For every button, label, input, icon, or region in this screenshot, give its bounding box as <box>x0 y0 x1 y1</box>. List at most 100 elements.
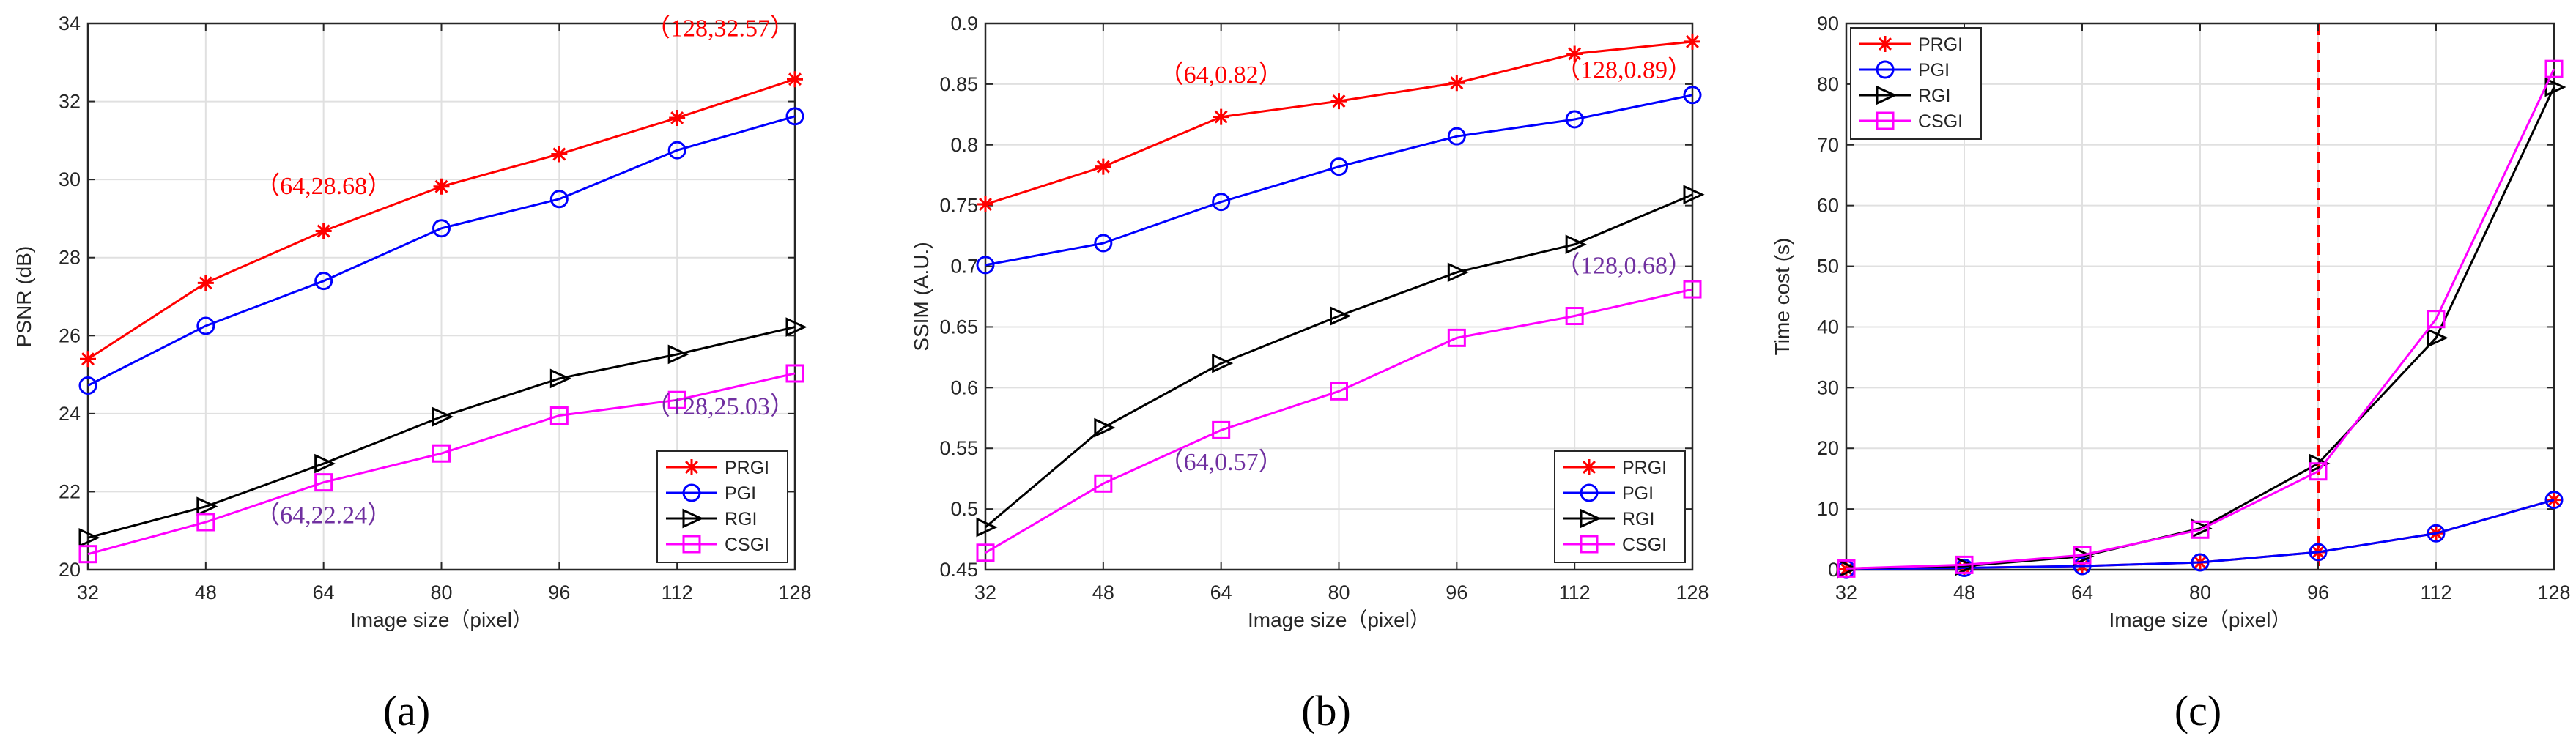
figure-caption: (c) <box>2175 687 2221 734</box>
data-point-csgi <box>78 545 97 564</box>
legend-label: RGI <box>1622 509 1654 529</box>
legend-marker <box>1876 85 1898 105</box>
legend-label: PRGI <box>725 458 769 478</box>
data-point-rgi <box>2427 328 2449 348</box>
legend: PRGI PGI RGI CSGI <box>656 450 788 563</box>
data-point-rgi <box>1212 353 1234 373</box>
figure-caption: (b) <box>1301 687 1351 734</box>
data-point-pgi <box>2191 553 2210 572</box>
data-point-csgi <box>1837 559 1856 578</box>
x-tick-label: 96 <box>548 581 570 603</box>
data-point-prgi <box>197 275 214 291</box>
data-point-pgi <box>1447 127 1466 146</box>
legend-label: CSGI <box>1622 535 1667 555</box>
x-tick-label: 32 <box>77 581 99 603</box>
data-point-csgi <box>1565 307 1584 326</box>
data-point-pgi <box>1094 234 1113 253</box>
data-point-rgi <box>549 368 571 389</box>
data-point-prgi <box>1330 93 1347 110</box>
y-tick-label: 30 <box>1817 376 1839 398</box>
chart-a-psnr: 32 48 64 80 96 112 128 20 22 24 26 28 30 32 34 Image si… <box>12 12 812 734</box>
data-point-pgi <box>1683 86 1702 105</box>
y-axis-label: PSNR (dB) <box>12 246 35 347</box>
data-annotation: （128,32.57） <box>645 15 795 42</box>
x-tick-label: 112 <box>662 581 693 603</box>
data-point-csgi <box>785 364 804 383</box>
y-tick-label: 0 <box>1828 559 1839 581</box>
data-point-prgi <box>977 196 993 213</box>
data-point-csgi <box>196 513 215 532</box>
x-tick-label: 48 <box>1953 581 1975 603</box>
y-tick-label: 0.45 <box>939 559 978 581</box>
legend: PRGI PGI RGI CSGI <box>1850 27 1982 140</box>
y-tick-label: 0.9 <box>950 12 978 34</box>
data-point-prgi <box>787 71 803 88</box>
y-tick-label: 22 <box>59 480 81 502</box>
y-tick-label: 20 <box>59 559 81 581</box>
y-tick-label: 24 <box>59 403 81 425</box>
legend-marker <box>682 483 701 502</box>
series-line-pgi <box>87 115 796 387</box>
data-point-pgi <box>78 376 97 395</box>
data-point-csgi <box>2427 310 2446 329</box>
legend-label: CSGI <box>1918 111 1963 132</box>
x-tick-label: 80 <box>430 581 452 603</box>
data-point-csgi <box>667 390 686 409</box>
data-point-pgi <box>2427 524 2446 543</box>
x-tick-label: 128 <box>778 581 811 603</box>
y-tick-label: 70 <box>1817 134 1839 156</box>
data-point-rgi <box>314 453 336 474</box>
y-tick-label: 0.7 <box>950 256 978 278</box>
legend-marker <box>1580 535 1599 554</box>
data-point-prgi <box>551 146 568 163</box>
data-point-pgi <box>976 256 995 275</box>
x-tick-label: 80 <box>2189 581 2211 603</box>
legend-label: PGI <box>725 483 756 504</box>
data-annotation: （128,0.68） <box>1555 252 1692 280</box>
y-tick-label: 0.5 <box>950 498 978 520</box>
data-point-csgi <box>1683 280 1702 299</box>
data-point-rgi <box>1330 306 1352 326</box>
x-tick-label: 112 <box>1559 581 1591 603</box>
data-point-rgi <box>1447 262 1469 283</box>
data-point-rgi <box>78 527 100 548</box>
x-tick-label: 64 <box>313 581 335 603</box>
data-annotation: （64,22.24） <box>255 502 392 529</box>
data-point-rgi <box>432 406 454 427</box>
data-point-csgi <box>432 444 451 463</box>
x-tick-label: 112 <box>2420 581 2451 603</box>
y-tick-label: 0.6 <box>950 376 978 398</box>
data-annotation: （128,25.03） <box>645 393 795 420</box>
x-tick-label: 128 <box>1676 581 1709 603</box>
y-tick-label: 0.75 <box>939 195 978 217</box>
legend-label: PGI <box>1918 60 1950 81</box>
x-tick-label: 64 <box>2071 581 2093 603</box>
data-point-csgi <box>2191 520 2210 539</box>
legend-marker <box>682 535 701 554</box>
data-point-prgi <box>1684 33 1700 50</box>
y-tick-label: 50 <box>1817 256 1839 278</box>
y-tick-label: 20 <box>1817 437 1839 459</box>
data-point-pgi <box>432 219 451 238</box>
y-tick-label: 30 <box>59 168 81 190</box>
legend-marker <box>1580 508 1602 529</box>
series-line-pgi <box>1846 499 2555 570</box>
y-tick-label: 40 <box>1817 316 1839 338</box>
legend-label: PRGI <box>1918 34 1963 55</box>
legend-marker <box>1877 36 1893 52</box>
series-line-pgi <box>985 94 1693 267</box>
legend-label: PGI <box>1622 483 1654 504</box>
data-point-pgi <box>785 107 804 126</box>
y-tick-label: 28 <box>59 247 81 269</box>
legend-label: PRGI <box>1622 458 1667 478</box>
x-tick-label: 64 <box>1210 581 1232 603</box>
data-point-prgi <box>433 178 450 195</box>
series-line-rgi <box>87 326 796 539</box>
data-point-rgi <box>1683 185 1705 205</box>
data-point-csgi <box>2544 59 2564 78</box>
data-point-prgi <box>80 351 96 368</box>
legend-label: CSGI <box>725 535 769 555</box>
data-point-pgi <box>2073 557 2092 576</box>
legend-marker <box>1580 483 1599 502</box>
